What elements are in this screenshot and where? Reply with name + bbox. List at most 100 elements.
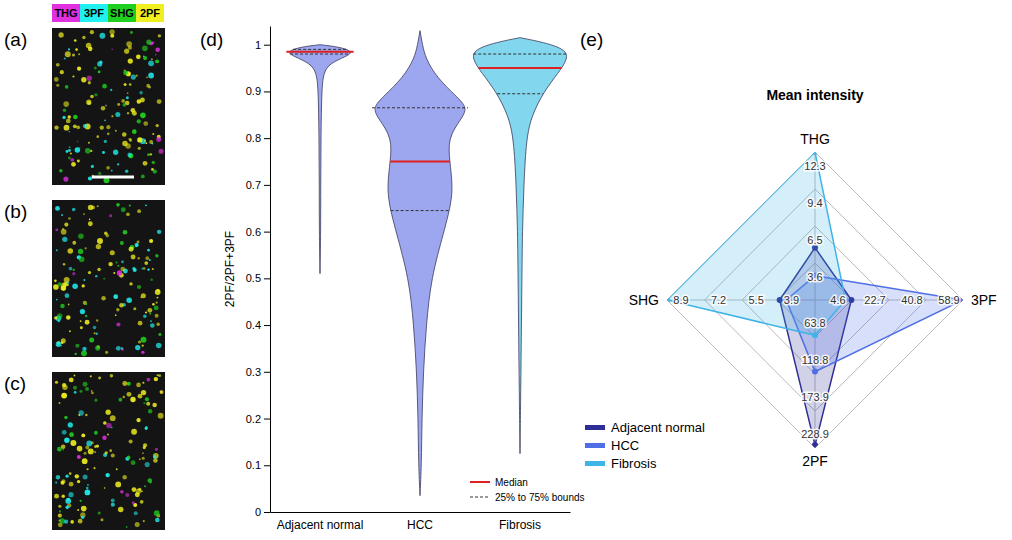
legend-swatch — [585, 443, 605, 448]
micrograph-texture — [89, 338, 94, 343]
micrograph-texture — [116, 308, 119, 311]
micrograph-texture — [154, 510, 160, 516]
y-tick: 0.6 — [246, 226, 270, 238]
micrograph-texture — [148, 86, 151, 89]
y-axis-title: 2PF/2PF+3PF — [223, 231, 237, 307]
micrograph-texture — [147, 478, 152, 483]
panel-label: (e) — [580, 29, 603, 50]
micrograph-texture — [75, 48, 78, 51]
micrograph-texture — [132, 487, 137, 492]
micrograph-texture — [70, 158, 74, 162]
radar-tick-label: 228.9 — [801, 428, 829, 440]
micrograph-texture — [68, 304, 70, 306]
radar-point — [812, 442, 818, 448]
micrograph-texture — [88, 176, 92, 180]
micrograph-texture — [128, 153, 133, 158]
radar-point — [812, 332, 818, 338]
channel-legend: THG3PFSHG2PF — [52, 4, 164, 22]
micrograph-texture — [68, 422, 73, 427]
micrograph-texture — [60, 304, 64, 308]
micrograph-texture — [70, 440, 76, 446]
micrograph-texture — [156, 343, 162, 349]
legend-swatch — [470, 481, 490, 483]
micrograph-texture — [88, 448, 94, 454]
radar-series — [664, 149, 966, 448]
micrograph-texture — [105, 104, 107, 106]
micrograph-texture — [54, 279, 57, 282]
micrograph-texture — [73, 115, 78, 120]
legend-swatch — [585, 461, 605, 466]
micrograph-texture — [64, 520, 68, 524]
micrograph-texture — [123, 103, 127, 107]
y-axis-line — [270, 27, 271, 513]
micrograph-texture — [74, 39, 77, 42]
micrograph-texture — [116, 261, 118, 263]
micrograph-texture — [158, 374, 161, 377]
micrograph-texture — [132, 111, 137, 116]
micrograph-texture — [116, 346, 121, 351]
micrograph-texture — [138, 257, 140, 259]
micrograph-texture — [155, 47, 160, 52]
micrograph-texture — [65, 474, 68, 477]
micrograph-texture — [146, 77, 148, 79]
micrograph-texture — [150, 323, 155, 328]
micrograph-ground — [52, 200, 165, 357]
micrograph-texture — [123, 70, 128, 75]
violin-marks — [286, 31, 566, 496]
micrograph-texture — [155, 518, 160, 523]
micrograph-texture — [145, 256, 149, 260]
micrograph-texture — [83, 279, 85, 281]
micrograph-texture — [68, 492, 73, 497]
y-tick-mark — [264, 232, 270, 233]
micrograph-texture — [120, 490, 123, 493]
micrograph-texture — [66, 119, 71, 124]
micrograph-texture — [155, 448, 158, 451]
micrograph-texture — [62, 116, 65, 119]
micrograph-texture — [69, 267, 73, 271]
violin — [290, 45, 351, 274]
channel-swatch — [136, 4, 164, 22]
micrograph-texture — [88, 221, 93, 226]
micrograph-texture — [76, 125, 80, 129]
micrograph-texture — [115, 481, 121, 487]
micrograph-texture — [91, 165, 94, 168]
micrograph-texture — [97, 238, 103, 244]
micrograph-texture — [119, 303, 124, 308]
y-tick-mark — [264, 325, 270, 326]
micrograph-texture — [138, 340, 141, 343]
micrograph-texture — [136, 75, 138, 77]
micrograph-texture — [73, 386, 77, 390]
x-tick-label: HCC — [407, 518, 433, 532]
micrograph-texture — [102, 151, 105, 154]
micrograph-texture — [145, 142, 147, 144]
micrograph-texture — [143, 161, 148, 166]
micrograph-texture — [147, 308, 152, 313]
quartile-line — [290, 54, 350, 55]
micrograph-texture — [90, 95, 94, 99]
panel-label: (d) — [200, 29, 223, 50]
micrograph-texture — [61, 393, 67, 399]
micrograph-texture — [91, 392, 94, 395]
micrograph-texture — [64, 277, 70, 283]
micrograph-texture — [106, 423, 111, 428]
micrograph-texture — [57, 313, 63, 319]
micrograph-texture — [78, 410, 83, 415]
y-tick-mark — [264, 138, 270, 139]
micrograph-texture — [88, 142, 90, 144]
micrograph-texture — [56, 475, 60, 479]
micrograph-texture — [135, 492, 140, 497]
micrograph-texture — [100, 518, 103, 521]
micrograph-texture — [111, 454, 115, 458]
micrograph-texture — [155, 59, 159, 63]
micrograph-texture — [72, 75, 74, 77]
micrograph-texture — [102, 435, 106, 439]
micrograph-texture — [140, 297, 142, 299]
panel-label: (c) — [4, 373, 26, 394]
micrograph-texture — [152, 41, 155, 44]
micrograph-texture — [145, 311, 147, 313]
micrograph-texture — [150, 320, 152, 322]
micrograph-texture — [98, 71, 101, 74]
micrograph-texture — [141, 490, 143, 492]
micrograph-texture — [99, 33, 105, 39]
micrograph-texture — [67, 498, 70, 501]
